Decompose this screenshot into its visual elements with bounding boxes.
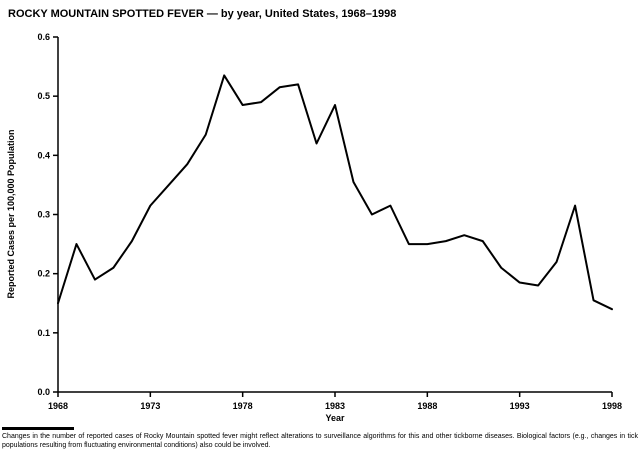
x-tick-label: 1978 [233,401,253,411]
y-tick-label: 0.2 [37,269,50,279]
y-tick-label: 0.0 [37,387,50,397]
y-tick-label: 0.5 [37,91,50,101]
x-tick-label: 1988 [417,401,437,411]
line-chart: Reported Cases per 100,000 Population Ye… [6,32,622,423]
data-series-line [57,74,613,311]
y-tick-label: 0.3 [37,210,50,220]
chart-area: Reported Cases per 100,000 Population Ye… [0,21,640,425]
page-title: ROCKY MOUNTAIN SPOTTED FEVER — by year, … [8,8,397,20]
x-axis-label: Year [325,413,345,423]
y-tick-label: 0.4 [37,150,50,160]
footer: Changes in the number of reported cases … [0,427,640,450]
y-axis-label: Reported Cases per 100,000 Population [6,129,16,298]
footnote-rule [2,427,74,430]
y-tick-label: 0.6 [37,32,50,42]
y-tick-label: 0.1 [37,328,50,338]
x-tick-label: 1998 [602,401,622,411]
x-tick-label: 1973 [140,401,160,411]
x-tick-label: 1993 [510,401,530,411]
x-tick-label: 1983 [325,401,345,411]
footnote-text: Changes in the number of reported cases … [2,433,638,449]
x-tick-label: 1968 [48,401,68,411]
